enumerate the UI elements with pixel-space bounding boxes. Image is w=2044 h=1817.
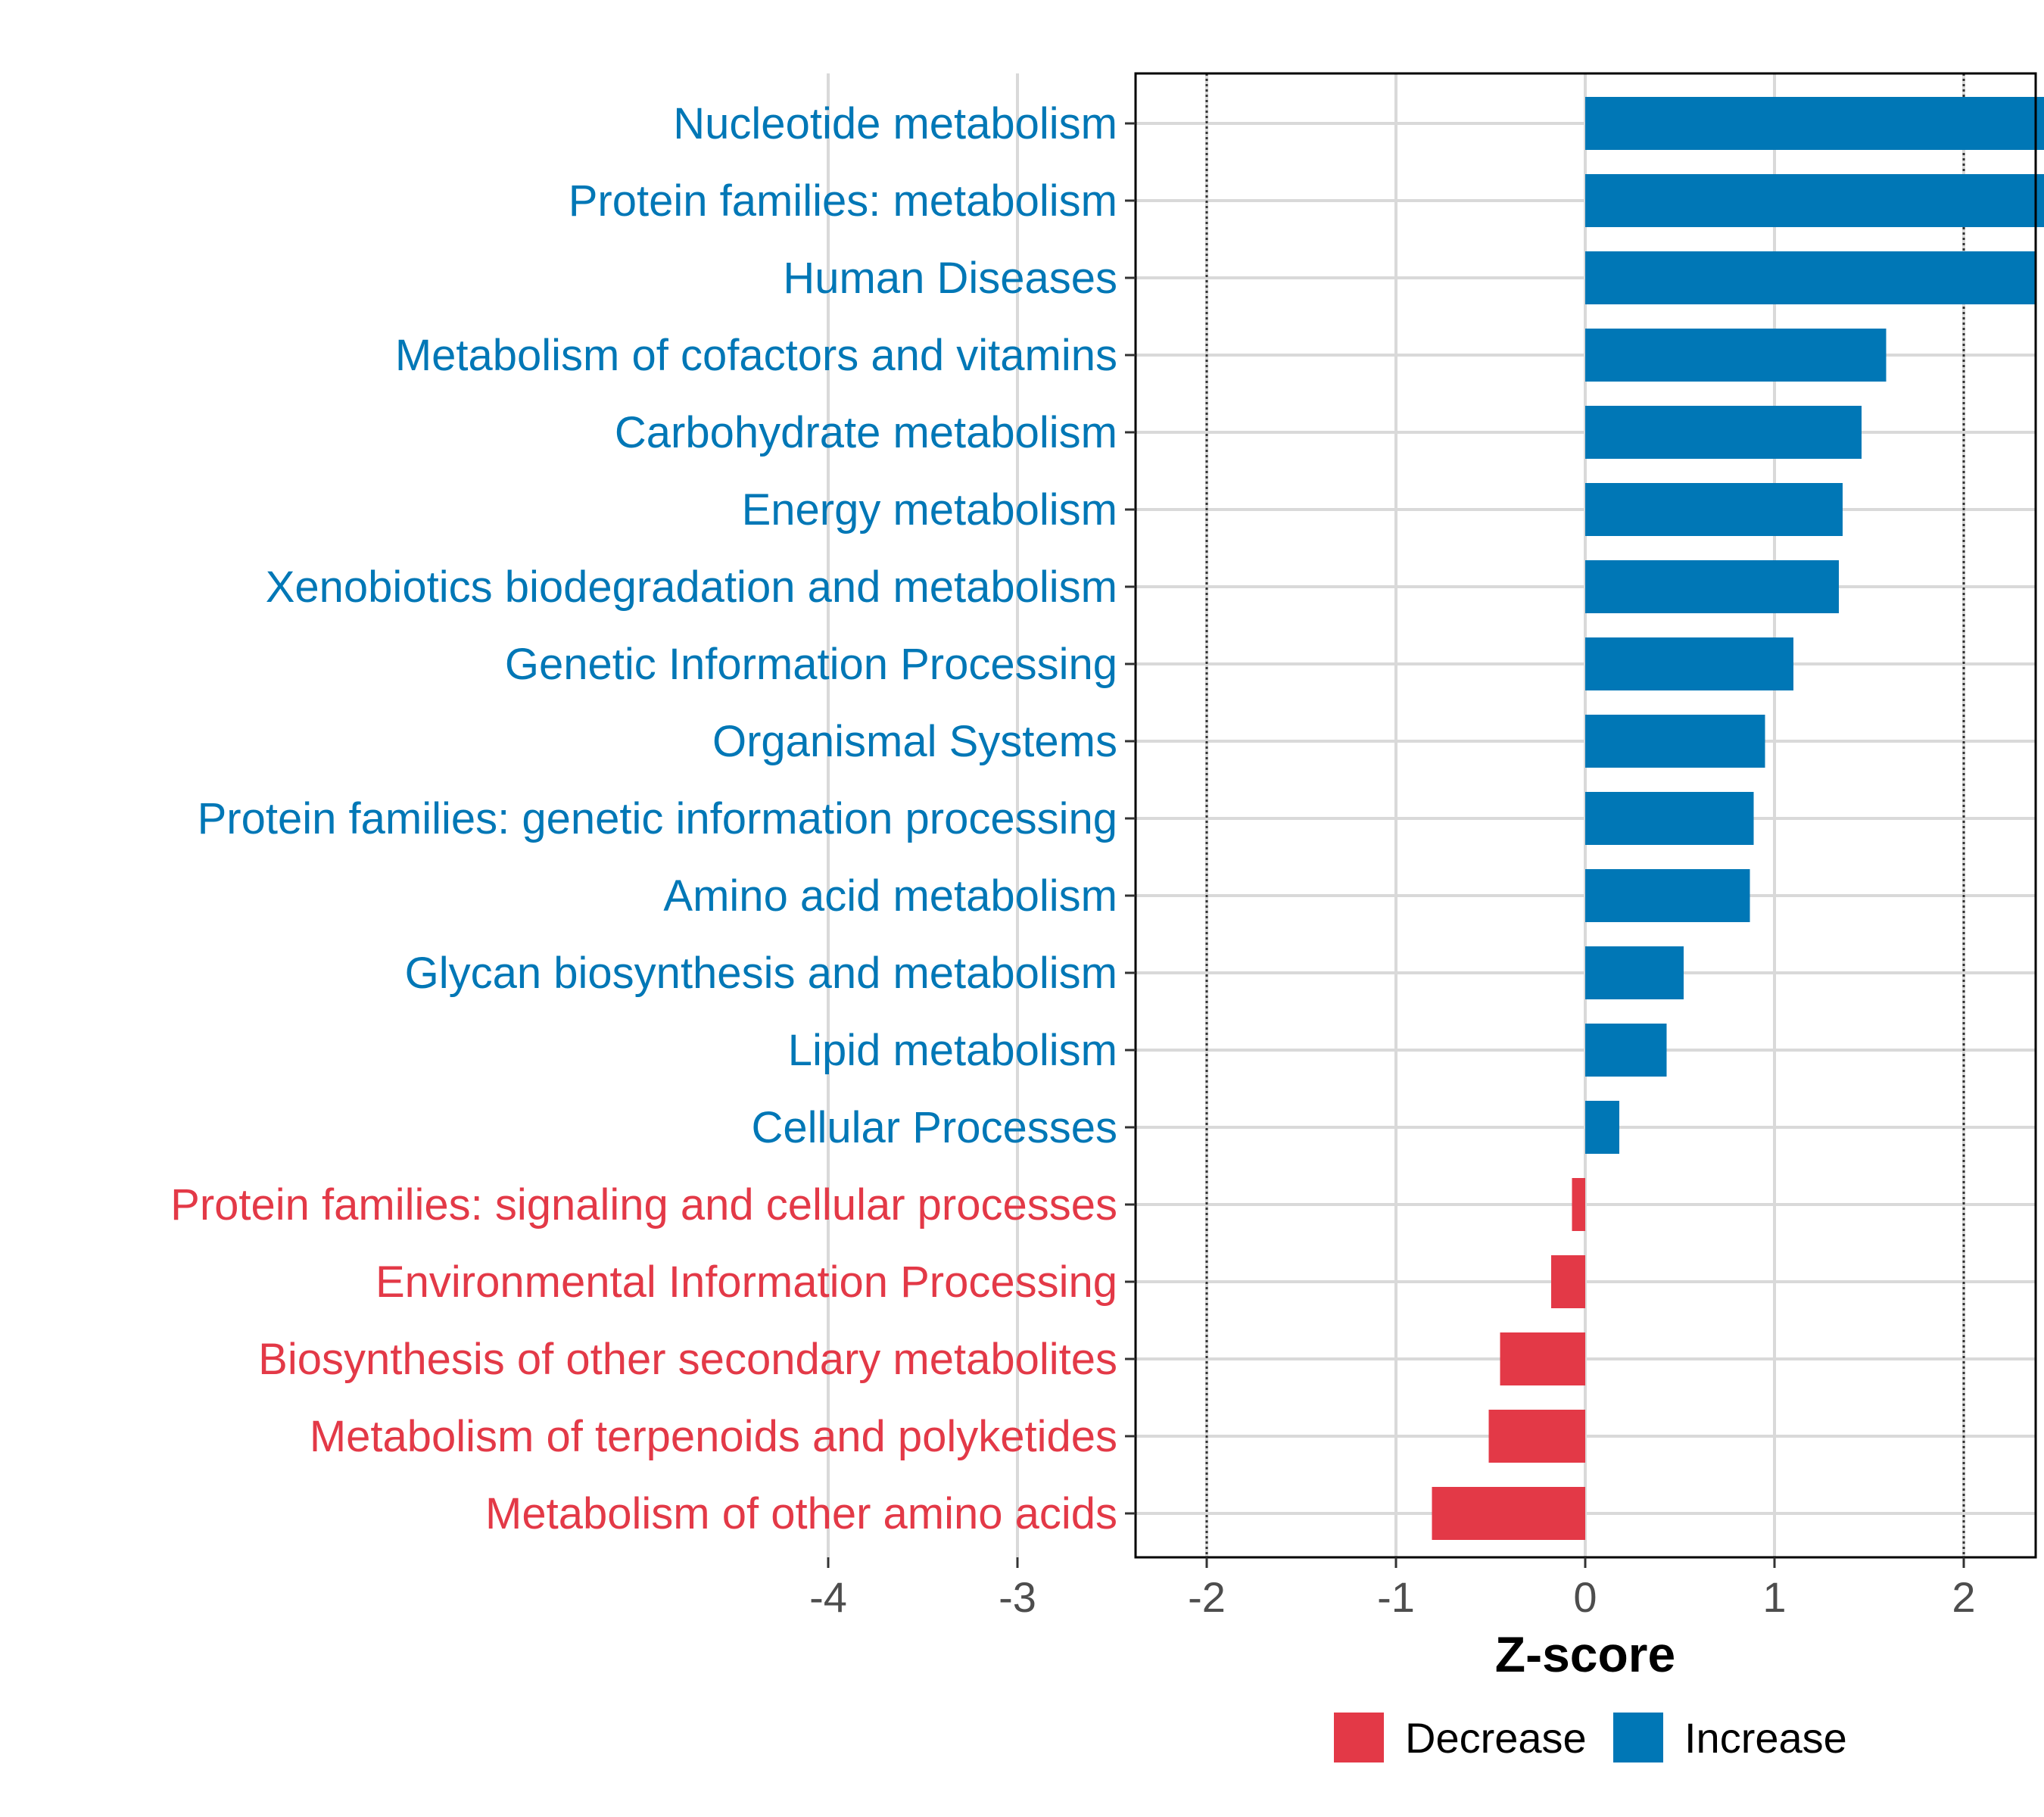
category-label: Amino acid metabolism	[663, 871, 1117, 921]
bar-14	[1572, 1178, 1585, 1231]
bar-17	[1488, 1410, 1585, 1463]
category-label: Organismal Systems	[712, 717, 1117, 766]
bar-7	[1585, 637, 1793, 690]
x-tick-label: -2	[1188, 1573, 1226, 1621]
bar-16	[1500, 1332, 1585, 1385]
legend-label-decrease: Decrease	[1405, 1714, 1587, 1762]
bar-3	[1585, 329, 1887, 382]
category-label: Metabolism of other amino acids	[485, 1489, 1117, 1538]
bar-15	[1551, 1255, 1585, 1308]
y-axis-labels: Nucleotide metabolism Protein families: m…	[170, 99, 1117, 1538]
bar-11	[1585, 946, 1684, 999]
category-label: Biosynthesis of other secondary metaboli…	[258, 1335, 1117, 1384]
x-axis-ticks: -4-3-2-101234	[809, 1557, 1976, 1621]
category-label: Carbohydrate metabolism	[615, 408, 1117, 457]
category-label: Protein families: metabolism	[569, 176, 1117, 226]
category-label: Xenobiotics biodegradation and metabolis…	[266, 563, 1117, 612]
category-label: Human Diseases	[783, 254, 1117, 303]
x-tick-label: -3	[999, 1573, 1036, 1621]
legend-swatch-decrease	[1334, 1713, 1384, 1762]
bar-5	[1585, 483, 1843, 536]
category-label: Protein families: genetic information pr…	[198, 794, 1117, 843]
x-tick-label: 1	[1762, 1573, 1786, 1621]
category-label: Genetic Information Processing	[505, 640, 1117, 689]
bar-13	[1585, 1101, 1619, 1154]
category-label: Environmental Information Processing	[375, 1258, 1117, 1307]
bar-8	[1585, 715, 1765, 768]
bar-6	[1585, 560, 1839, 613]
category-label: Cellular Processes	[751, 1103, 1117, 1152]
legend-swatch-increase	[1613, 1713, 1663, 1762]
category-label: Protein families: signaling and cellular…	[170, 1180, 1117, 1230]
bar-0	[1585, 97, 2044, 150]
bar-10	[1585, 869, 1750, 922]
x-tick-label: -4	[809, 1573, 847, 1621]
category-label: Metabolism of terpenoids and polyketides	[310, 1412, 1117, 1461]
x-tick-label: -1	[1377, 1573, 1415, 1621]
category-label: Glycan biosynthesis and metabolism	[405, 949, 1117, 998]
x-tick-label: 0	[1573, 1573, 1597, 1621]
category-label: Nucleotide metabolism	[673, 99, 1117, 148]
bar-18	[1432, 1487, 1585, 1540]
bar-4	[1585, 406, 1862, 459]
category-label: Metabolism of cofactors and vitamins	[395, 331, 1117, 380]
x-tick-label: 2	[1952, 1573, 1975, 1621]
bar-9	[1585, 792, 1754, 845]
category-label: Lipid metabolism	[788, 1026, 1117, 1075]
bar-2	[1585, 251, 2036, 304]
bar-12	[1585, 1024, 1667, 1077]
legend: Decrease Increase	[1334, 1713, 1847, 1762]
bars	[1432, 97, 2044, 1540]
x-axis-title: Z-score	[1495, 1626, 1675, 1682]
y-axis-ticks	[1125, 122, 1136, 1515]
reference-lines	[1205, 73, 1965, 1557]
legend-label-increase: Increase	[1684, 1714, 1847, 1762]
bar-1	[1585, 174, 2044, 227]
category-label: Energy metabolism	[742, 485, 1117, 535]
